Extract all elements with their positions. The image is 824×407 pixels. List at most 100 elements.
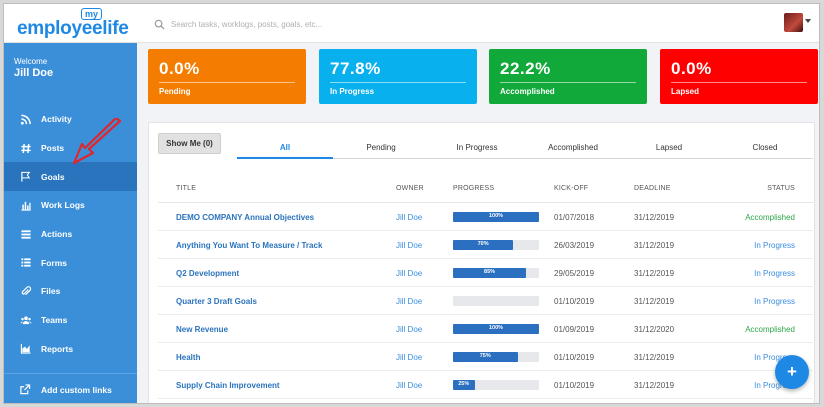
stat-value: 77.8% (330, 59, 381, 78)
header-owner[interactable]: OWNER (396, 185, 424, 192)
kickoff-date: 29/05/2019 (554, 269, 595, 278)
table-row[interactable]: New Revenue Jill Doe 100% 01/09/2019 31/12/2… (158, 315, 813, 343)
search-icon (154, 19, 165, 30)
flag-icon (19, 171, 33, 183)
tab-accomplished[interactable]: Accomplished (548, 143, 598, 152)
status-text: Accomplished (745, 325, 795, 334)
stat-card-accomplished[interactable]: 22.2% Accomplished (489, 49, 647, 104)
sidebar-item-actions[interactable]: Actions (4, 220, 137, 249)
owner-link[interactable]: Jill Doe (396, 353, 423, 362)
header-kickoff[interactable]: KICK-OFF (554, 185, 589, 192)
goal-title-link[interactable]: New Revenue (176, 325, 229, 334)
progress-bar: 70% (453, 240, 539, 250)
progress-bar: 75% (453, 352, 539, 362)
avatar[interactable] (784, 13, 803, 32)
app-window: employeelife my Welcome Jill Doe Activit… (3, 3, 820, 404)
owner-link[interactable]: Jill Doe (396, 269, 423, 278)
sidebar-item-posts[interactable]: Posts (4, 134, 137, 163)
sidebar-item-label: Forms (41, 257, 67, 268)
progress-label: 85% (484, 269, 496, 275)
goal-title-link[interactable]: Supply Chain Improvement (176, 381, 280, 390)
owner-link[interactable]: Jill Doe (396, 241, 423, 250)
status-text: In Progress (754, 381, 795, 390)
table-row[interactable]: Anything You Want To Measure / Track Jill… (158, 231, 813, 259)
progress-fill (453, 268, 527, 278)
search-input[interactable] (171, 19, 531, 29)
tab-pending[interactable]: Pending (366, 143, 396, 152)
welcome-text: Welcome (14, 57, 48, 66)
stat-label: In Progress (330, 87, 375, 96)
progress-fill (453, 212, 539, 222)
stat-value: 0.0% (671, 59, 712, 78)
stat-card-lapsed[interactable]: 0.0% Lapsed (660, 49, 818, 104)
deadline-date: 31/12/2019 (634, 381, 675, 390)
status-text: In Progress (754, 269, 795, 278)
logo[interactable]: employeelife my (17, 8, 139, 40)
kickoff-date: 26/03/2019 (554, 241, 595, 250)
header-title[interactable]: TITLE (176, 185, 197, 192)
owner-link[interactable]: Jill Doe (396, 381, 423, 390)
sidebar-item-teams[interactable]: Teams (4, 306, 137, 335)
progress-bar: 85% (453, 268, 539, 278)
sidebar-item-label: Teams (41, 315, 68, 326)
goal-title-link[interactable]: Quarter 3 Draft Goals (176, 297, 257, 306)
sidebar-item-label: Actions (41, 229, 73, 240)
tab-closed[interactable]: Closed (752, 143, 778, 152)
tab-lapsed[interactable]: Lapsed (655, 143, 683, 152)
status-text: In Progress (754, 297, 795, 306)
status-tabs: All Pending In Progress Accomplished Lap… (237, 135, 813, 159)
table-row[interactable]: Health Jill Doe 75% 01/10/2019 31/12/2019 In … (158, 343, 813, 371)
add-custom-links-button[interactable]: Add custom links (4, 373, 137, 403)
sidebar-item-reports[interactable]: Reports (4, 335, 137, 364)
sidebar-item-files[interactable]: Files (4, 277, 137, 306)
sidebar-item-activity[interactable]: Activity (4, 105, 137, 134)
table-row[interactable]: DEMO COMPANY Annual Objectives Jill Doe 10… (158, 203, 813, 231)
sidebar-item-label: Goals (41, 171, 65, 182)
header-status[interactable]: STATUS (767, 185, 795, 192)
annotation-arrow-icon (72, 118, 122, 165)
progress-bar (453, 296, 539, 306)
search-bar (154, 16, 554, 32)
caret-down-icon[interactable] (805, 19, 811, 23)
sidebar-item-goals[interactable]: Goals (4, 162, 137, 192)
tab-in-progress[interactable]: In Progress (456, 143, 498, 152)
stat-card-pending[interactable]: 0.0% Pending (148, 49, 306, 104)
sidebar: Welcome Jill Doe Activity Posts Goals Wo… (4, 43, 137, 403)
add-goal-button[interactable]: + (775, 355, 809, 389)
kickoff-date: 01/10/2019 (554, 381, 595, 390)
table-row[interactable]: Quarter 3 Draft Goals Jill Doe 01/10/2019 3… (158, 287, 813, 315)
sidebar-item-forms[interactable]: Forms (4, 248, 137, 277)
goal-title-link[interactable]: Anything You Want To Measure / Track (176, 241, 323, 250)
sidebar-item-work-logs[interactable]: Work Logs (4, 191, 137, 220)
stat-label: Accomplished (500, 87, 555, 96)
progress-bar: 100% (453, 324, 539, 334)
header-deadline[interactable]: DEADLINE (634, 185, 671, 192)
stat-divider (500, 82, 636, 83)
kickoff-date: 01/10/2019 (554, 353, 595, 362)
header-progress[interactable]: PROGRESS (453, 185, 495, 192)
stat-divider (330, 82, 466, 83)
goal-title-link[interactable]: Q2 Development (176, 269, 240, 278)
deadline-date: 31/12/2019 (634, 241, 675, 250)
owner-link[interactable]: Jill Doe (396, 325, 423, 334)
table-row[interactable]: Supply Chain Improvement Jill Doe 25% 01/10… (158, 371, 813, 399)
goal-title-link[interactable]: Health (176, 353, 201, 362)
deadline-date: 31/12/2019 (634, 353, 675, 362)
kickoff-date: 01/07/2018 (554, 213, 595, 222)
progress-fill (453, 240, 514, 250)
owner-link[interactable]: Jill Doe (396, 297, 423, 306)
stat-card-in-progress[interactable]: 77.8% In Progress (319, 49, 477, 104)
tab-all[interactable]: All (237, 135, 333, 159)
sidebar-item-label: Posts (41, 143, 65, 154)
deadline-date: 31/12/2019 (634, 213, 675, 222)
status-text: In Progress (754, 241, 795, 250)
show-me-button[interactable]: Show Me (0) (158, 133, 221, 154)
table-header: TITLE OWNER PROGRESS KICK-OFF DEADLINE S… (158, 175, 813, 203)
owner-link[interactable]: Jill Doe (396, 213, 423, 222)
stat-divider (671, 82, 807, 83)
area-chart-icon (19, 343, 33, 355)
table-row[interactable]: Q2 Development Jill Doe 85% 29/05/2019 31/12… (158, 259, 813, 287)
user-name: Jill Doe (14, 67, 54, 79)
goal-title-link[interactable]: DEMO COMPANY Annual Objectives (176, 213, 315, 222)
stat-label: Pending (159, 87, 191, 96)
